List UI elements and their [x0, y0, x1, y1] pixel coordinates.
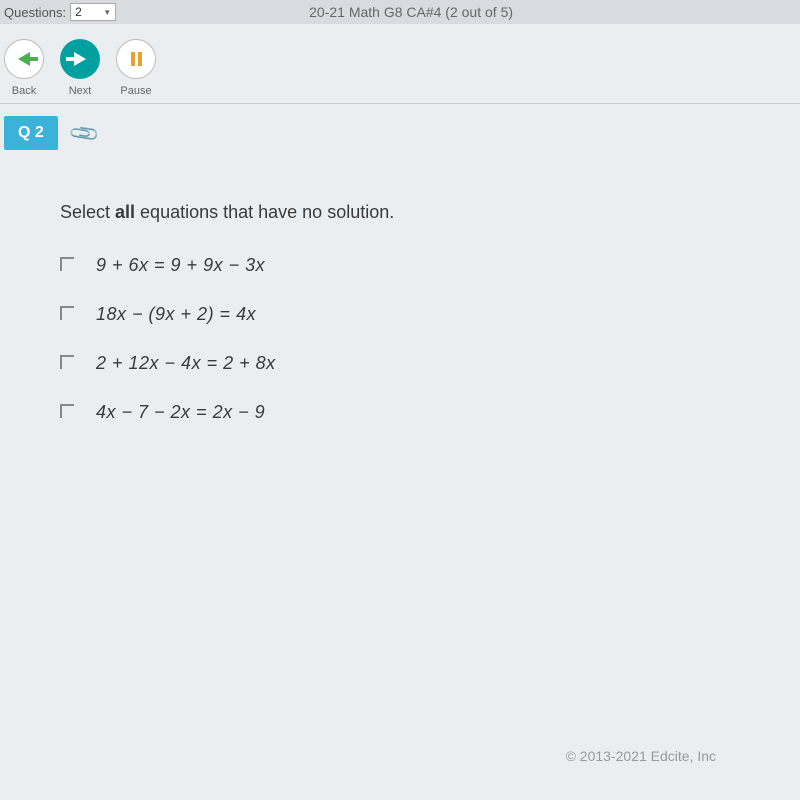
pause-label: Pause [120, 85, 151, 97]
arrow-left-icon [18, 52, 30, 66]
nav-toolbar: Back Next Pause [0, 24, 800, 104]
question-header: Q 2 📎 [0, 104, 800, 162]
chevron-down-icon: ▼ [103, 8, 111, 17]
option-equation: 9 + 6x = 9 + 9x − 3x [96, 255, 265, 276]
next-circle [60, 39, 100, 79]
questions-value: 2 [75, 5, 82, 19]
prompt-prefix: Select [60, 202, 115, 222]
paperclip-icon[interactable]: 📎 [67, 115, 102, 150]
option-row[interactable]: 4x − 7 − 2x = 2x − 9 [60, 402, 750, 423]
prompt-bold: all [115, 202, 135, 222]
question-badge: Q 2 [4, 116, 58, 150]
option-row[interactable]: 2 + 12x − 4x = 2 + 8x [60, 353, 750, 374]
next-button[interactable]: Next [60, 39, 100, 97]
questions-label: Questions: [4, 5, 66, 20]
prompt-suffix: equations that have no solution. [135, 202, 394, 222]
pause-icon [131, 52, 142, 66]
copyright: © 2013-2021 Edcite, Inc [566, 748, 716, 764]
top-bar: Questions: 2 ▼ 20-21 Math G8 CA#4 (2 out… [0, 0, 800, 24]
checkbox[interactable] [60, 257, 74, 271]
option-equation: 18x − (9x + 2) = 4x [96, 304, 256, 325]
option-row[interactable]: 9 + 6x = 9 + 9x − 3x [60, 255, 750, 276]
question-content: Select all equations that have no soluti… [0, 162, 800, 423]
checkbox[interactable] [60, 355, 74, 369]
back-circle [4, 39, 44, 79]
option-equation: 2 + 12x − 4x = 2 + 8x [96, 353, 276, 374]
question-prompt: Select all equations that have no soluti… [60, 202, 750, 223]
pause-button[interactable]: Pause [116, 39, 156, 97]
page-title: 20-21 Math G8 CA#4 (2 out of 5) [116, 4, 796, 20]
arrow-right-icon [74, 52, 86, 66]
pause-circle [116, 39, 156, 79]
checkbox[interactable] [60, 306, 74, 320]
back-label: Back [12, 85, 36, 97]
option-equation: 4x − 7 − 2x = 2x − 9 [96, 402, 265, 423]
questions-dropdown[interactable]: 2 ▼ [70, 3, 116, 21]
option-row[interactable]: 18x − (9x + 2) = 4x [60, 304, 750, 325]
back-button[interactable]: Back [4, 39, 44, 97]
checkbox[interactable] [60, 404, 74, 418]
next-label: Next [69, 85, 92, 97]
